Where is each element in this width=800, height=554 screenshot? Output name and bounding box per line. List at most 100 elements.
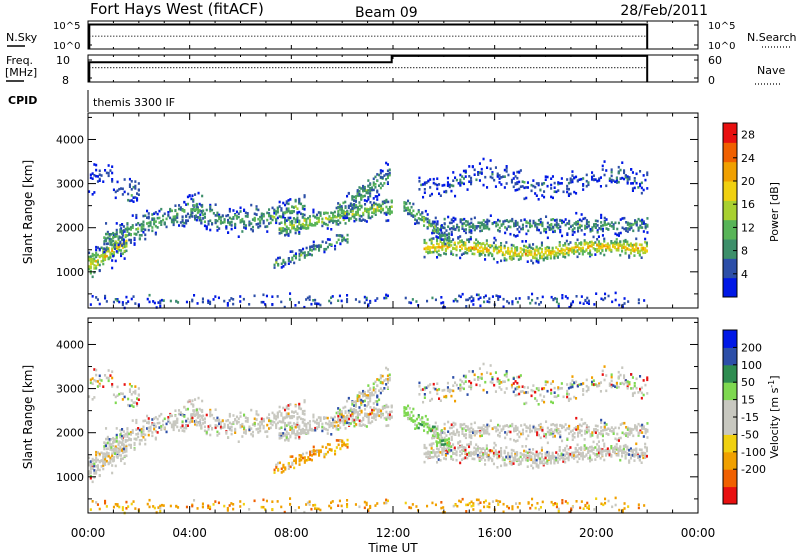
velocity-cell: [147, 433, 150, 437]
velocity-cell: [300, 458, 303, 462]
power-cell: [507, 301, 510, 305]
velocity-cell: [381, 407, 384, 411]
power-cell: [214, 214, 217, 217]
velocity-cell: [365, 415, 368, 419]
velocity-cell: [339, 421, 342, 424]
power-cell: [468, 165, 471, 168]
velocity-cell: [356, 411, 359, 414]
power-cell: [468, 246, 471, 250]
velocity-cell: [147, 417, 150, 420]
velocity-cell: [379, 376, 382, 380]
power-cell: [280, 300, 283, 304]
power-cell: [115, 232, 118, 236]
power-cell: [353, 214, 356, 217]
velocity-cell: [209, 424, 212, 427]
power-cell: [371, 211, 374, 214]
power-cell: [603, 253, 606, 257]
power-cell: [196, 206, 199, 209]
power-cell: [628, 243, 631, 247]
power-cell: [625, 221, 628, 224]
power-cell: [518, 180, 521, 184]
power-cell: [571, 246, 574, 250]
power-cell: [89, 258, 92, 261]
power-cell: [428, 221, 431, 224]
power-cell: [136, 199, 139, 202]
velocity-cell: [303, 418, 306, 422]
power-cell: [514, 246, 517, 250]
velocity-cell: [106, 447, 109, 450]
power-cell: [587, 183, 590, 187]
velocity-cell: [127, 397, 130, 401]
power-cell: [421, 211, 424, 214]
power-cell: [634, 219, 637, 223]
power-cell: [553, 223, 556, 227]
power-cell: [151, 229, 154, 233]
power-cell: [631, 249, 634, 252]
velocity-cell: [344, 419, 347, 423]
velocity-cell: [347, 396, 350, 400]
power-cell: [450, 230, 453, 234]
power-cell: [457, 229, 460, 232]
velocity-cell: [89, 463, 92, 466]
power-cell: [388, 168, 391, 172]
velocity-cell: [551, 457, 554, 460]
velocity-cell: [339, 426, 342, 430]
power-cell: [367, 303, 370, 306]
power-cell: [112, 300, 115, 304]
power-cell: [338, 207, 341, 211]
power-cell: [626, 230, 629, 233]
power-cell: [601, 227, 604, 231]
power-cell: [165, 225, 168, 229]
power-cell: [448, 242, 451, 246]
power-cell: [580, 229, 583, 232]
power-cell: [189, 214, 192, 217]
velocity-cell: [478, 457, 481, 461]
power-cell: [360, 196, 363, 200]
power-cell: [438, 183, 441, 186]
power-cell: [107, 257, 110, 261]
power-cell: [414, 214, 417, 218]
power-cell: [338, 203, 341, 207]
power-cell: [514, 224, 517, 227]
power-cell: [114, 245, 117, 248]
power-cell: [557, 189, 560, 192]
velocity-cell: [207, 428, 210, 431]
power-cell: [436, 239, 439, 242]
power-cell: [312, 210, 315, 214]
power-cell: [374, 175, 377, 179]
power-cell: [537, 251, 540, 255]
power-cell: [296, 216, 299, 220]
velocity-cell: [319, 416, 322, 419]
power-cell: [344, 200, 347, 204]
velocity-cell: [271, 420, 274, 423]
power-cell: [480, 249, 483, 253]
power-cell: [558, 243, 561, 247]
power-cell: [282, 201, 285, 205]
power-cell: [104, 169, 107, 172]
velocity-cell: [93, 472, 96, 475]
power-cell: [91, 254, 94, 258]
velocity-cell: [328, 423, 331, 426]
power-cell: [88, 190, 91, 193]
velocity-cell: [535, 462, 538, 465]
power-cell: [428, 250, 431, 254]
power-cell: [573, 222, 576, 225]
power-cell: [278, 222, 281, 225]
power-cell: [383, 182, 386, 185]
power-cell: [324, 211, 327, 215]
power-cell: [365, 189, 368, 192]
power-cell: [230, 227, 233, 231]
power-cell: [351, 207, 354, 211]
velocity-cell: [134, 385, 137, 388]
power-cell: [298, 222, 301, 226]
velocity-cell: [190, 402, 193, 406]
power-cell: [358, 219, 361, 222]
velocity-cell: [503, 449, 506, 453]
power-cell: [631, 187, 634, 190]
velocity-cell: [478, 447, 481, 450]
power-cell: [282, 211, 285, 215]
power-cell: [420, 183, 423, 187]
power-cell: [134, 187, 137, 190]
velocity-cell: [362, 416, 365, 420]
